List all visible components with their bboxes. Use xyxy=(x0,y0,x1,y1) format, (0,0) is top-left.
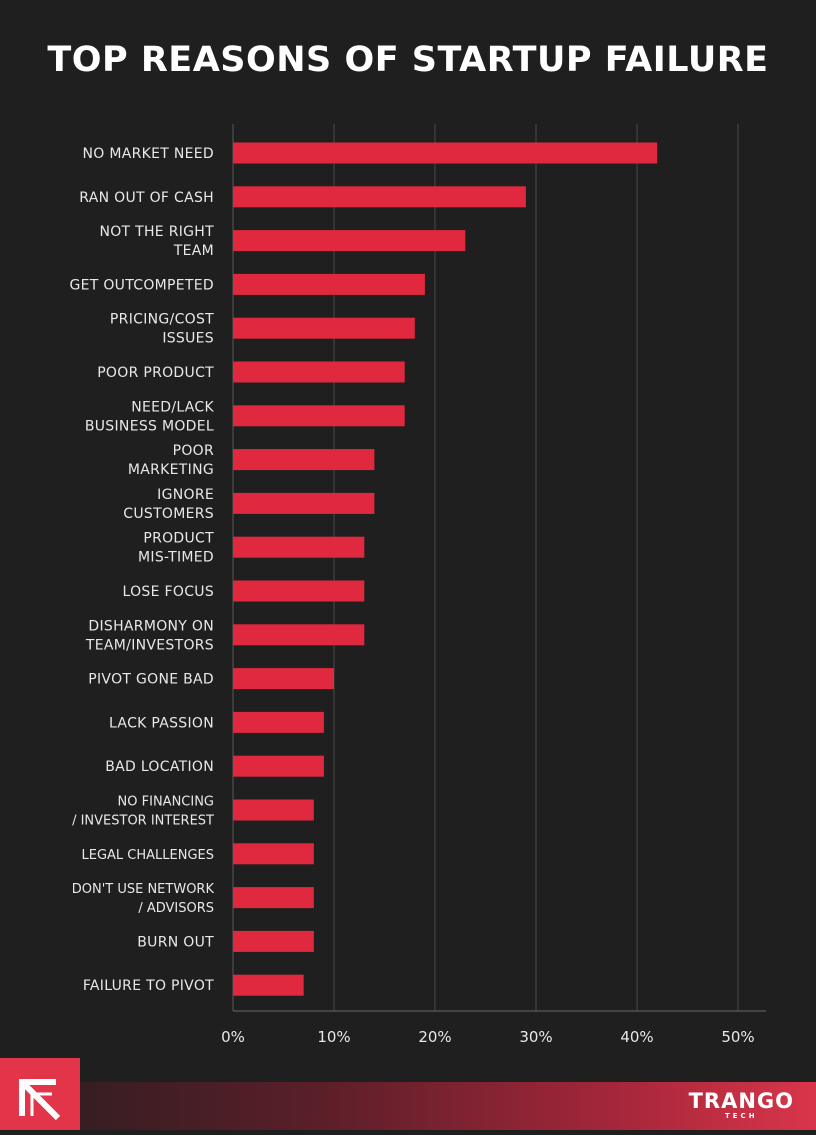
brand-sub: TECH xyxy=(725,1112,758,1120)
x-tick-label: 20% xyxy=(418,1028,451,1046)
brand-name: TRANGO xyxy=(688,1089,794,1113)
footer-gradient-band xyxy=(0,1082,816,1130)
bar-chart: 0% 10% 20% 30% 40% 50% NO MARKET NEED RAN OUT O… xyxy=(69,124,766,1046)
category-label: / INVESTOR INTEREST xyxy=(72,814,214,829)
category-label: GET OUTCOMPETED xyxy=(69,277,214,293)
category-label: BAD LOCATION xyxy=(105,759,214,775)
bar xyxy=(233,536,365,558)
x-tick-label: 30% xyxy=(519,1028,552,1046)
category-label: POOR xyxy=(173,443,214,459)
category-label: LEGAL CHALLENGES xyxy=(81,848,214,863)
bar xyxy=(233,799,314,821)
chart-title: TOP REASONS OF STARTUP FAILURE xyxy=(47,40,769,80)
category-label: BURN OUT xyxy=(137,934,214,950)
bar xyxy=(233,755,324,777)
category-label: BUSINESS MODEL xyxy=(85,418,214,434)
bar xyxy=(233,492,375,514)
category-label: IGNORE xyxy=(157,487,214,503)
category-label: LOSE FOCUS xyxy=(123,584,214,600)
bar xyxy=(233,142,658,164)
category-label: MIS-TIMED xyxy=(138,550,214,566)
category-label: MARKETING xyxy=(128,462,214,478)
bar xyxy=(233,317,415,339)
x-tick-label: 40% xyxy=(620,1028,653,1046)
category-label: TEAM xyxy=(173,243,214,259)
bar xyxy=(233,449,375,471)
category-label: NEED/LACK xyxy=(131,399,214,415)
bar xyxy=(233,930,314,952)
bar xyxy=(233,230,466,252)
category-label: PRICING/COST xyxy=(110,312,214,328)
arrow-logo-icon xyxy=(19,1079,61,1121)
category-label: FAILURE TO PIVOT xyxy=(83,978,214,994)
brand-logo: TRANGO TECH xyxy=(689,1090,794,1121)
category-label: PIVOT GONE BAD xyxy=(88,672,214,688)
bar xyxy=(233,843,314,865)
bar xyxy=(233,361,405,383)
x-tick-label: 50% xyxy=(721,1028,754,1046)
bar xyxy=(233,405,405,427)
category-label: TEAM/INVESTORS xyxy=(85,637,214,653)
category-label: POOR PRODUCT xyxy=(97,365,214,381)
bar xyxy=(233,711,324,733)
bar xyxy=(233,974,304,996)
x-tick-label: 10% xyxy=(317,1028,350,1046)
bar xyxy=(233,624,365,646)
category-label: PRODUCT xyxy=(143,531,214,547)
category-label: / ADVISORS xyxy=(138,901,214,916)
category-label: NO FINANCING xyxy=(118,795,214,810)
category-label: LACK PASSION xyxy=(109,715,214,731)
logo-box xyxy=(0,1058,80,1130)
x-tick-label: 0% xyxy=(221,1028,245,1046)
category-label: ISSUES xyxy=(162,331,214,347)
category-label: RAN OUT OF CASH xyxy=(79,190,214,206)
bar xyxy=(233,580,365,602)
category-label: CUSTOMERS xyxy=(123,506,214,522)
bar xyxy=(233,887,314,909)
bar xyxy=(233,668,334,690)
category-label: NO MARKET NEED xyxy=(83,146,215,162)
bar xyxy=(233,273,425,295)
category-label: NOT THE RIGHT xyxy=(99,224,214,240)
category-label: DON'T USE NETWORK xyxy=(72,882,215,897)
category-label: DISHARMONY ON xyxy=(88,618,214,634)
bar xyxy=(233,186,526,208)
